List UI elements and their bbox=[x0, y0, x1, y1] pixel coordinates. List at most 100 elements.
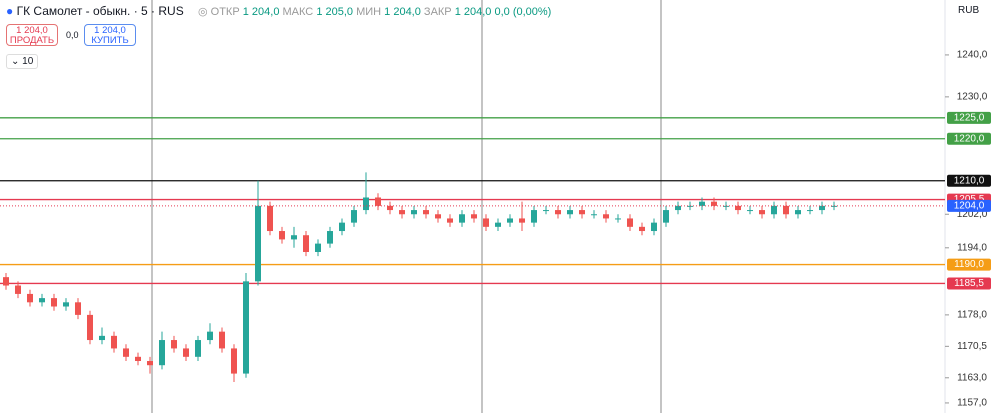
last-price-tag bbox=[947, 199, 991, 212]
value: 1 204,0 bbox=[454, 6, 492, 18]
price-level-label: 1190,0 bbox=[954, 259, 984, 270]
candle-body bbox=[267, 205, 273, 232]
price-level-label: 1225,0 bbox=[954, 112, 985, 123]
candle-body bbox=[111, 335, 117, 349]
candle-body bbox=[87, 314, 93, 341]
candle-body bbox=[363, 197, 369, 211]
label: ПРОДАТЬ bbox=[9, 35, 55, 46]
candle-body bbox=[483, 218, 489, 227]
price: 1 204,0 bbox=[94, 25, 126, 36]
value: 0,0 (0,00%) bbox=[494, 6, 552, 18]
currency[interactable]: RUB bbox=[958, 5, 980, 16]
label: МАКС bbox=[282, 6, 314, 18]
price-level-tag bbox=[947, 111, 991, 124]
candle-body bbox=[747, 210, 753, 212]
candle-body bbox=[291, 235, 297, 240]
candle-body bbox=[603, 214, 609, 219]
candle-body bbox=[99, 335, 105, 341]
spread: 0,0 bbox=[66, 30, 79, 40]
label: МИН bbox=[356, 6, 382, 18]
candle-body bbox=[735, 205, 741, 211]
candle-body bbox=[615, 218, 621, 220]
candle-body bbox=[531, 210, 537, 223]
last-price-label: 1204,0 bbox=[954, 201, 985, 212]
candle-body bbox=[555, 210, 561, 215]
candle-body bbox=[627, 218, 633, 227]
label: ОТКР bbox=[210, 6, 240, 18]
candle-body bbox=[27, 293, 33, 303]
candle-body bbox=[495, 222, 501, 227]
y-tick-label: 1230,0 bbox=[957, 91, 988, 102]
y-tick-label: 1240,0 bbox=[957, 50, 988, 61]
candle-body bbox=[375, 197, 381, 206]
candle-body bbox=[579, 210, 585, 215]
candle-body bbox=[51, 298, 57, 307]
candle-body bbox=[39, 298, 45, 303]
price-level-tag bbox=[947, 258, 991, 271]
candle-body bbox=[327, 231, 333, 244]
candle-body bbox=[15, 285, 21, 294]
candle-body bbox=[795, 210, 801, 215]
buy-button[interactable]: 1 204,0 КУПИТЬ bbox=[84, 24, 136, 46]
candle-body bbox=[399, 210, 405, 215]
candle-body bbox=[783, 205, 789, 215]
candle-body bbox=[219, 331, 225, 349]
candle-body bbox=[147, 361, 153, 366]
count: 10 bbox=[22, 56, 34, 67]
candle-body bbox=[519, 218, 525, 223]
candle-body bbox=[759, 210, 765, 215]
price-level-label: 1210,0 bbox=[954, 175, 985, 186]
candle-body bbox=[279, 231, 285, 240]
indicators-toggle[interactable]: ⌄ 10 bbox=[6, 54, 39, 69]
y-tick-label: 1202,0 bbox=[957, 209, 988, 220]
candle-body bbox=[351, 210, 357, 223]
candle-body bbox=[255, 205, 261, 282]
symbol[interactable]: ● ГК Самолет - обыкн. · 5 · RUS bbox=[6, 4, 184, 18]
candle-body bbox=[315, 243, 321, 252]
candle-body bbox=[459, 214, 465, 223]
candle-body bbox=[63, 302, 69, 307]
label: КУПИТЬ bbox=[91, 35, 129, 46]
ohlc: ◎ ОТКР 1 204,0 МАКС 1 205,0 МИН 1 204,0 … bbox=[198, 6, 552, 18]
candle-body bbox=[231, 348, 237, 374]
y-tick-label: 1157,0 bbox=[957, 398, 987, 409]
candle-body bbox=[171, 340, 177, 349]
price-level-label: 1205,5 bbox=[954, 194, 985, 205]
candle-body bbox=[567, 210, 573, 215]
candle-body bbox=[699, 201, 705, 206]
candle-body bbox=[75, 302, 81, 315]
candle-body bbox=[3, 277, 9, 286]
value: 1 204,0 bbox=[384, 6, 421, 18]
candle-body bbox=[675, 205, 681, 211]
sell-button[interactable]: 1 204,0 ПРОДАТЬ bbox=[6, 24, 58, 46]
value: 1 204,0 bbox=[242, 6, 280, 18]
candle-body bbox=[807, 210, 813, 212]
symbol-name: ГК Самолет - обыкн. · 5 · RUS bbox=[16, 4, 184, 18]
candle-body bbox=[207, 331, 213, 341]
candle-body bbox=[471, 214, 477, 219]
candle-body bbox=[195, 340, 201, 357]
value: 1 205,0 bbox=[316, 6, 354, 18]
candle-body bbox=[339, 222, 345, 232]
candle-body bbox=[243, 281, 249, 374]
candle-body bbox=[663, 210, 669, 223]
candle-body bbox=[651, 222, 657, 232]
y-tick-label: 1194,0 bbox=[957, 242, 987, 253]
y-tick-label: 1170,5 bbox=[957, 341, 987, 352]
candle-body bbox=[711, 201, 717, 206]
candle-body bbox=[135, 356, 141, 362]
candle-body bbox=[411, 210, 417, 215]
y-tick-label: 1163,0 bbox=[957, 372, 987, 383]
candle-body bbox=[387, 205, 393, 211]
price-level-tag bbox=[947, 277, 991, 290]
candle-body bbox=[591, 214, 597, 216]
candle-body bbox=[819, 205, 825, 211]
candle-body bbox=[123, 348, 129, 357]
candle-body bbox=[303, 235, 309, 252]
y-tick-label: 1178,0 bbox=[957, 310, 987, 321]
candle-body bbox=[159, 340, 165, 366]
candle-body bbox=[183, 348, 189, 357]
price-level-label: 1185,5 bbox=[954, 278, 984, 289]
